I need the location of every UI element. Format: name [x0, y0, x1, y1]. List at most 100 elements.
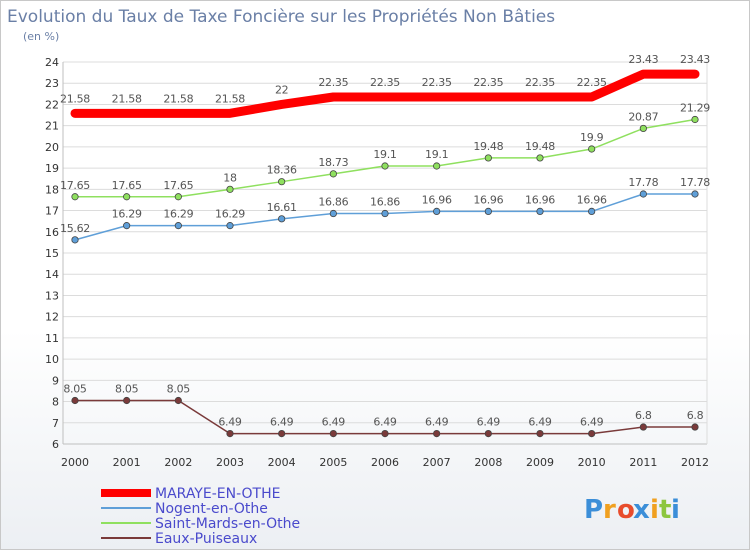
x-tick-label: 2009 [526, 456, 554, 469]
axes: 6 7 8 9 10 11 12 13 14 15 16 17 18 19 20 21 22 23 24 2000 20… [45, 56, 709, 469]
data-point [123, 396, 131, 405]
data-label: 21.58 [163, 92, 193, 105]
series-3: 8.05 8.05 8.05 6.49 6.49 6.49 6.49 6.49 6.49 6.49… [63, 382, 704, 438]
y-tick-label: 24 [45, 56, 59, 69]
legend-label: MARAYE-EN-OTHE [155, 486, 280, 502]
y-tick-label: 17 [45, 205, 59, 218]
data-label: 16.61 [267, 201, 297, 214]
y-tick-label: 11 [45, 332, 59, 345]
data-point [123, 222, 131, 230]
x-tick-label: 2010 [578, 456, 606, 469]
data-label: 22.35 [422, 76, 452, 89]
brand-letter: x [633, 495, 650, 525]
data-point [691, 115, 699, 124]
x-tick-label: 2012 [681, 456, 709, 469]
data-point [278, 215, 286, 223]
brand-letter: t [659, 495, 671, 525]
data-label: 19.1 [373, 148, 396, 161]
chart-title: Evolution du Taux de Taxe Foncière sur l… [7, 7, 555, 27]
y-tick-label: 9 [52, 374, 59, 387]
data-label: 22.35 [318, 76, 348, 89]
data-label: 19.1 [425, 148, 448, 161]
data-point [536, 154, 544, 162]
legend: MARAYE-EN-OTHENogent-en-OtheSaint-Mards-… [101, 486, 300, 547]
data-label: 22 [275, 83, 288, 96]
data-label: 17.78 [680, 176, 710, 189]
data-label: 6.49 [218, 416, 242, 429]
legend-label: Nogent-en-Othe [155, 501, 268, 517]
y-tick-label: 20 [45, 141, 59, 154]
data-label: 18.73 [318, 156, 348, 169]
data-label: 22.35 [473, 76, 503, 89]
data-point [71, 396, 79, 405]
brand-letter: i [650, 495, 659, 525]
y-tick-label: 22 [45, 98, 59, 111]
y-tick-label: 7 [52, 417, 59, 430]
data-point [278, 430, 286, 438]
data-point [381, 209, 389, 218]
data-point [174, 193, 182, 201]
y-tick-label: 14 [45, 268, 59, 281]
grid [63, 61, 707, 445]
data-label: 21.58 [60, 92, 90, 105]
data-label: 17.65 [163, 179, 193, 192]
data-label: 18.36 [267, 164, 297, 177]
data-label: 23.43 [628, 53, 658, 66]
series-0: 21.58 21.58 21.58 21.58 22 22.35 22.35 22.35 22.… [60, 53, 711, 118]
data-label: 16.29 [215, 208, 245, 221]
legend-label: Eaux-Puiseaux [155, 531, 257, 547]
data-point [484, 207, 492, 216]
data-point [329, 209, 337, 218]
data-point [381, 162, 389, 170]
data-label: 6.49 [425, 416, 449, 429]
brand-letter: P [584, 495, 603, 525]
y-tick-label: 19 [45, 162, 59, 175]
data-label: 6.49 [322, 416, 346, 429]
data-label: 22.35 [370, 76, 400, 89]
y-tick-label: 21 [45, 120, 59, 133]
y-tick-label: 16 [45, 226, 59, 239]
data-point [588, 207, 596, 216]
data-label: 16.86 [318, 196, 348, 209]
x-tick-label: 2011 [629, 456, 657, 469]
data-label: 19.48 [525, 140, 555, 153]
data-label: 16.96 [577, 193, 607, 206]
data-label: 18 [223, 171, 237, 184]
x-tick-label: 2007 [423, 456, 451, 469]
data-point [433, 207, 441, 216]
data-label: 23.43 [680, 53, 710, 66]
data-label: 15.62 [60, 222, 90, 235]
data-point [588, 430, 596, 438]
data-label: 6.49 [477, 416, 501, 429]
y-tick-label: 8 [52, 396, 59, 409]
data-point [174, 396, 182, 405]
data-label: 19.9 [580, 131, 604, 144]
data-label: 6.8 [687, 409, 704, 422]
data-point [123, 193, 131, 201]
data-point [639, 190, 647, 198]
y-tick-label: 10 [45, 353, 59, 366]
data-label: 8.05 [167, 382, 191, 395]
y-tick-label: 15 [45, 247, 59, 260]
x-tick-label: 2003 [216, 456, 244, 469]
data-point [71, 193, 79, 201]
data-label: 21.29 [680, 102, 710, 115]
data-point [691, 190, 699, 198]
data-label: 16.29 [112, 208, 142, 221]
legend-label: Saint-Mards-en-Othe [155, 516, 300, 532]
x-tick-label: 2004 [268, 456, 296, 469]
y-tick-label: 6 [52, 438, 59, 451]
y-tick-label: 13 [45, 289, 59, 302]
brand-letter: i [671, 495, 680, 525]
data-label: 6.49 [270, 416, 294, 429]
data-label: 16.86 [370, 196, 400, 209]
data-label: 16.96 [525, 193, 555, 206]
data-label: 16.96 [422, 193, 452, 206]
data-point [329, 170, 337, 178]
data-label: 19.48 [473, 140, 503, 153]
data-point [639, 124, 647, 133]
series-2: 17.65 17.65 17.65 18 18.36 18.73 19.1 19.1 19.48… [60, 102, 711, 201]
chart-subtitle: (en %) [23, 30, 59, 43]
